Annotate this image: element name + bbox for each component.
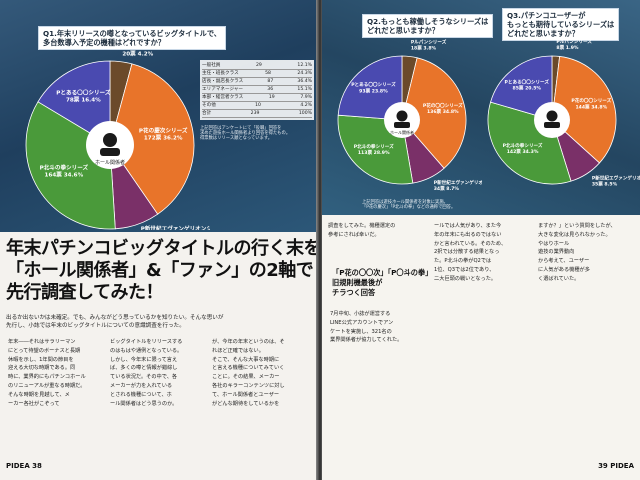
- q1-question: Q1.年末リリースの噂となっているビッグタイトルで、 多台数導入予定の機種はどれ…: [38, 26, 226, 50]
- table-row: 本部・経営者クラス 19 7.9%: [202, 95, 312, 102]
- article-headline: 年末パチンコビッグタイトルの行く末を 「ホール関係者」&「ファン」の2軸で 先行…: [6, 238, 318, 303]
- q2-slice-4: [337, 55, 403, 121]
- q1-slice-label-0-1: 20票 4.2%: [122, 49, 153, 57]
- q2-slice-label-2-1: 34票 8.7%: [434, 185, 460, 192]
- q2-slice-label-2-0: P新世紀エヴァンゲリオンシリーズ: [434, 179, 482, 186]
- left-chart-note: 上記回答はアンケートにて「役職」回答を 求めた遊技ホール関係者より回答を得たもの…: [200, 126, 291, 142]
- q3-slice-label-4-1: 85票 20.5%: [513, 84, 542, 91]
- q1-slice-3: [25, 101, 116, 230]
- right-chart-note: 上記回答は遊技ホール関係者を対象に実施。 「P花の慶次」「P北斗の拳」などの通称…: [362, 200, 456, 211]
- article-lead: 出るか出ないかは未確定。でも、みんながどう思っているかを知りたい。そんな思いが …: [6, 315, 224, 329]
- q3-slice-label-1-1: 144票 34.8%: [575, 103, 607, 110]
- table-row: 合計 239 100%: [202, 111, 312, 118]
- body-column-6: ますか？」という質問をしたが、 大きな変化は見られなかった。 やはりホール 遊技の業界…: [538, 223, 616, 282]
- table-row: 主任・班長クラス 58 24.3%: [202, 71, 312, 78]
- q3-slice-label-3-1: 142票 34.3%: [507, 148, 539, 155]
- q3-question: Q3.パチンコユーザーが もっとも期待しているシリーズは どれだと思いますか？: [502, 8, 620, 41]
- q1-slice-label-3-1: 164票 34.6%: [45, 171, 84, 179]
- respondent-table: 一般社員 29 12.1% 主任・班長クラス 58 24.3% 店長・副店長クラス 87 3…: [200, 60, 314, 120]
- q3-slice-label-2-0: P新世紀エヴァンゲリオンシリーズ: [592, 174, 640, 181]
- q1-slice-label-4-0: Pとある〇〇シリーズ: [56, 88, 111, 96]
- q2-slice-label-3-0: P北斗の拳シリーズ: [354, 143, 394, 150]
- article-subhead: 「P花の〇〇次」「P〇斗の拳」 旧規則機最後が チラつく回答: [332, 268, 433, 297]
- q2-slice-label-1-0: P花の〇〇シリーズ: [423, 102, 463, 109]
- table-row: 一般社員 29 12.1%: [202, 63, 312, 70]
- q1-slice-label-3-0: P北斗の拳シリーズ: [40, 164, 89, 172]
- body-column-2: ビッグタイトルをリリースする のはもはや通例となっている。 しかし、今年末に限って言…: [110, 339, 183, 407]
- q3-slice-label-4-0: Pとある〇〇シリーズ: [505, 78, 550, 85]
- q2-slice-label-0-1: 18票 3.8%: [411, 45, 437, 52]
- q3-person-icon: [546, 110, 558, 122]
- q1-slice-label-0-0: Pルパンシリーズ: [122, 42, 166, 50]
- body-column-3: が、今年の年末というのは、そ れほど正確ではない。 そこで、そんな大事な時期に と言え…: [212, 339, 285, 407]
- left-page: Q1.年末リリースの噂となっているビッグタイトルで、 多台数導入予定の機種はどれ…: [0, 0, 318, 480]
- folio-left: PIDEA 38: [6, 462, 42, 470]
- q3-slice-label-3-0: P北斗の拳シリーズ: [503, 142, 543, 149]
- q2-center-label: ホール関係者: [390, 129, 414, 135]
- q1-person-icon: [103, 133, 117, 147]
- q1-slice-label-1-0: P花の慶次シリーズ: [139, 126, 188, 134]
- q2-slice-label-0-0: Pルパンシリーズ: [411, 38, 447, 45]
- q1-slice-4: [37, 60, 111, 146]
- q1-slice-label-2-0: P新世紀エヴァンゲリオンシリーズ: [141, 224, 210, 230]
- q3-slice-4: [490, 55, 553, 121]
- q2-slice-label-4-0: Pとある〇〇シリーズ: [351, 81, 396, 88]
- q2-question: Q2.もっとも稼働しそうなシリーズは どれだと思いますか？: [362, 14, 494, 38]
- table-row: エリアマネージャー 36 15.1%: [202, 87, 312, 94]
- q2-slice-label-3-1: 113票 28.9%: [358, 149, 390, 156]
- table-row: その他 10 4.2%: [202, 103, 312, 110]
- q3-slice-label-1-0: P花の〇〇シリーズ: [571, 97, 611, 104]
- spread-gutter: [316, 0, 324, 480]
- q2-slice-label-4-1: 93票 23.8%: [359, 87, 388, 94]
- body-column-1: 年末――それはサラリーマン にとって待望のボーナスと長期 休暇を示し、1年間の節目を…: [8, 339, 86, 407]
- q3-slice-label-2-1: 35票 8.5%: [592, 180, 618, 187]
- q2-slice-1: [401, 57, 467, 169]
- q1-slice-1: [109, 63, 195, 215]
- q2-person-icon: [396, 110, 408, 122]
- right-page: Q2.もっとも稼働しそうなシリーズは どれだと思いますか？ Q3.パチンコユーザ…: [322, 0, 640, 480]
- q1-slice-label-1-1: 172票 36.2%: [144, 133, 183, 141]
- q2-slice-label-1-1: 136票 34.8%: [427, 108, 459, 115]
- q3-slice-label-0-1: 8票 1.9%: [556, 44, 579, 51]
- table-row: 店長・副店長クラス 87 36.4%: [202, 79, 312, 86]
- body-column-4b: 7月中旬、小誌が運営する LINE公式アカウントでアン ケートを実施し、321名の業…: [330, 311, 403, 344]
- q3-slice-label-0-0: Pルパンシリーズ: [556, 40, 592, 45]
- body-column-4: 調査をしてみた。機種選定の 参考にされば幸いだ。: [328, 223, 396, 238]
- folio-right: 39 PIDEA: [598, 462, 634, 470]
- q3-slice-1: [551, 56, 617, 164]
- q1-center-label: ホール関係者: [95, 159, 125, 166]
- q3-person-body-icon: [544, 122, 560, 128]
- q1-person-body-icon: [100, 148, 120, 156]
- q1-slice-label-4-1: 78票 16.4%: [66, 96, 101, 104]
- body-column-5: ールでは人気があり、また今 年の年末にも出るのではない かと言われている。そのため、…: [434, 223, 507, 282]
- q2-person-body-icon: [394, 122, 410, 128]
